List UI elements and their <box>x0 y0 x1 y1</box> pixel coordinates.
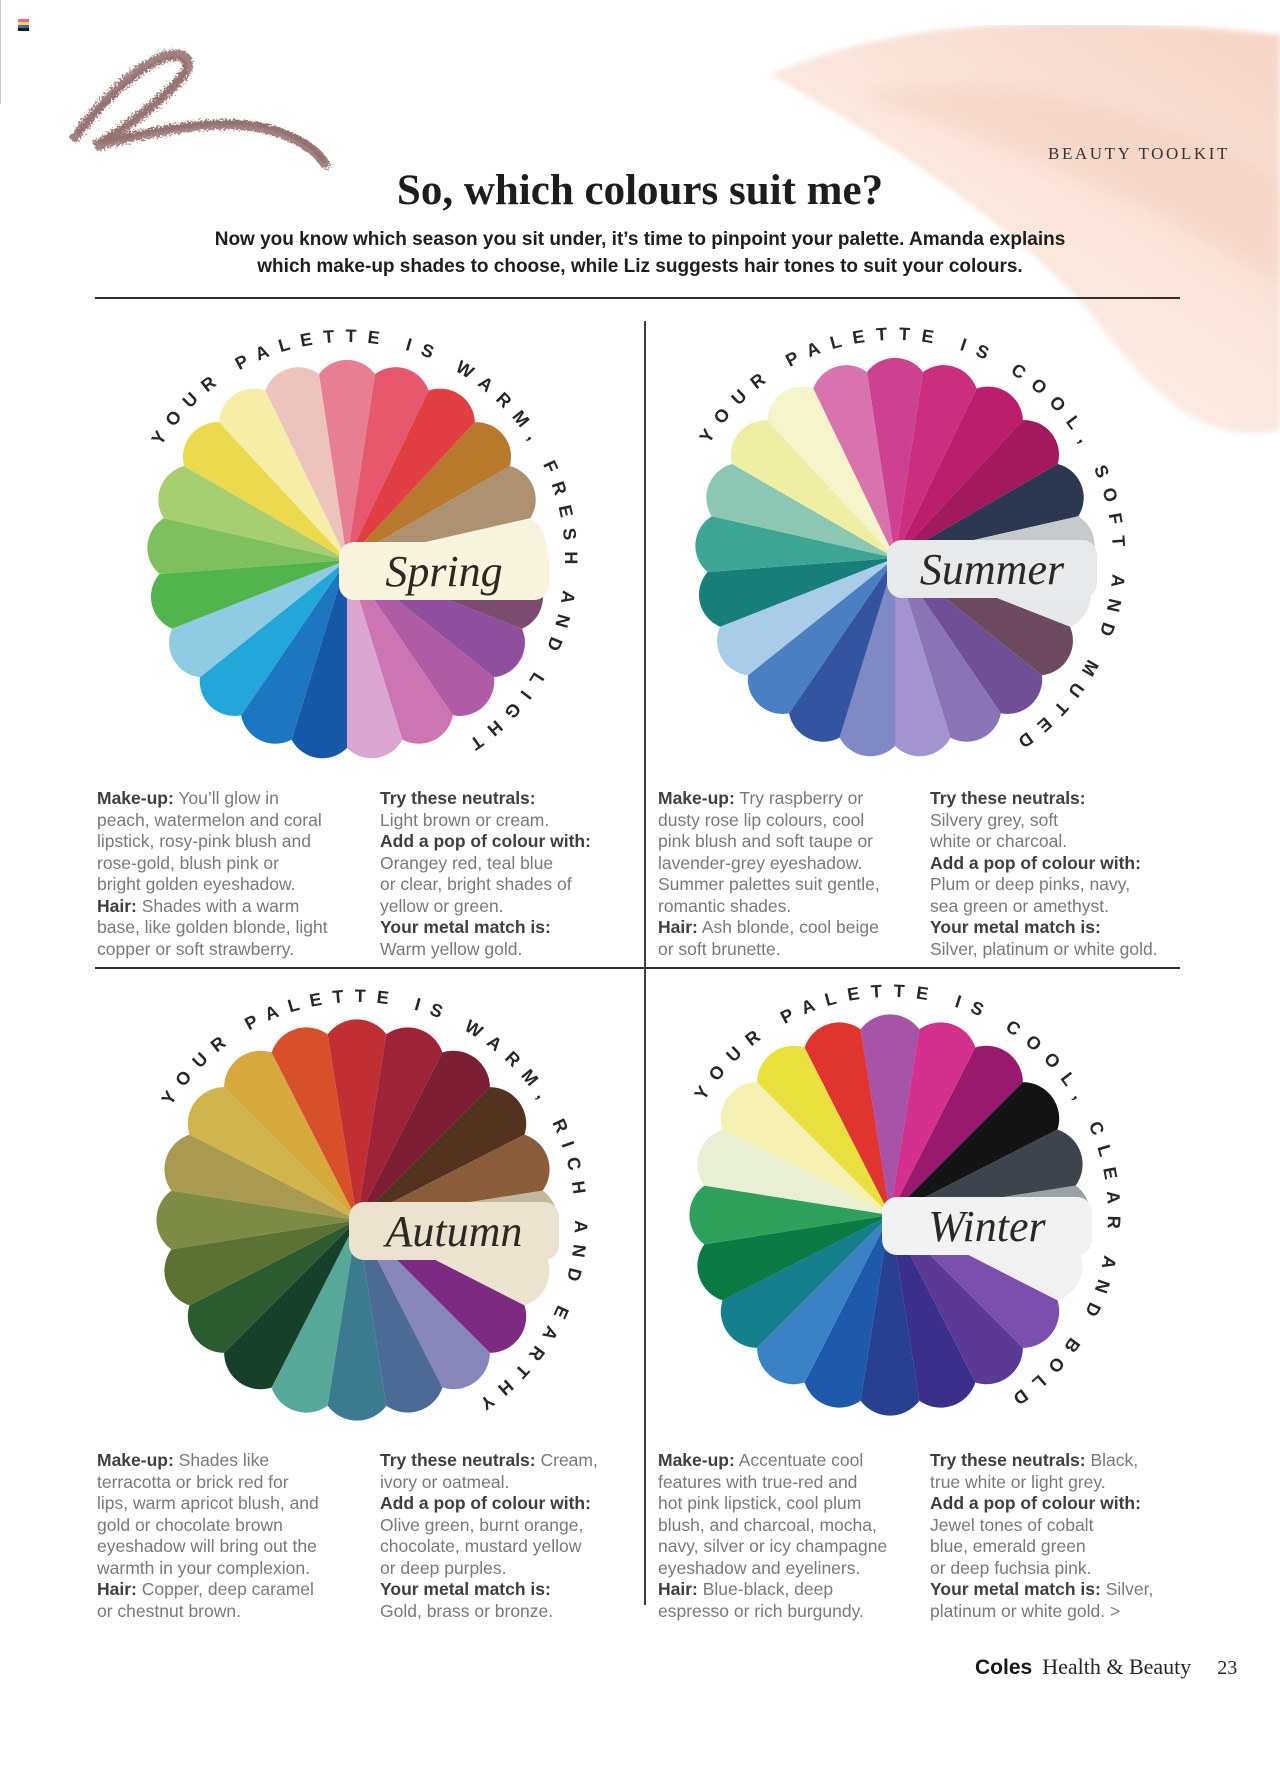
autumn-makeup-hair-text: Make-up: Shades like terracotta or brick… <box>97 1450 319 1621</box>
spring-makeup-hair-text: Make-up: You’ll glow in peach, watermelo… <box>97 788 328 959</box>
season-label-card <box>339 542 549 600</box>
winter-neutrals-text: Try these neutrals: Black, true white or… <box>930 1450 1154 1621</box>
summer-makeup-hair-text: Make-up: Try raspberry or dusty rose lip… <box>658 788 880 959</box>
season-label-card <box>887 540 1097 598</box>
season-name: Summer <box>920 545 1065 594</box>
summer-neutrals-text: Try these neutrals: Silvery grey, soft w… <box>930 788 1158 959</box>
section-kicker: BEAUTY TOOLKIT <box>1048 144 1230 163</box>
season-name: Autumn <box>383 1207 523 1256</box>
palette-petals <box>156 1019 558 1421</box>
page-title: So, which colours suit me? <box>396 167 884 214</box>
season-name: Spring <box>385 547 502 596</box>
page-footer: Coles Health & Beauty 23 <box>975 1654 1237 1680</box>
season-label-card <box>882 1197 1092 1255</box>
magazine-name: Health & Beauty <box>1042 1654 1192 1679</box>
pink-smear-decoration <box>770 25 1280 434</box>
spring-neutrals-text: Try these neutrals: Light brown or cream… <box>380 788 591 959</box>
header-divider <box>95 297 1180 299</box>
vertical-divider <box>644 321 646 1605</box>
winter-makeup-hair-text: Make-up: Accentuate cool features with t… <box>658 1450 888 1621</box>
page-edge-mark <box>0 0 1 104</box>
intro-text: Now you know which season you sit under,… <box>214 229 1066 277</box>
autumn-neutrals-text: Try these neutrals: Cream, ivory or oatm… <box>380 1450 598 1621</box>
eyeliner-scribble-decoration <box>70 49 330 169</box>
season-label-card <box>349 1202 559 1260</box>
brand-name: Coles <box>975 1656 1033 1679</box>
middle-divider <box>95 967 1180 969</box>
print-registration-mark <box>18 19 29 31</box>
page-number: 23 <box>1217 1657 1238 1679</box>
season-name: Winter <box>928 1202 1046 1251</box>
